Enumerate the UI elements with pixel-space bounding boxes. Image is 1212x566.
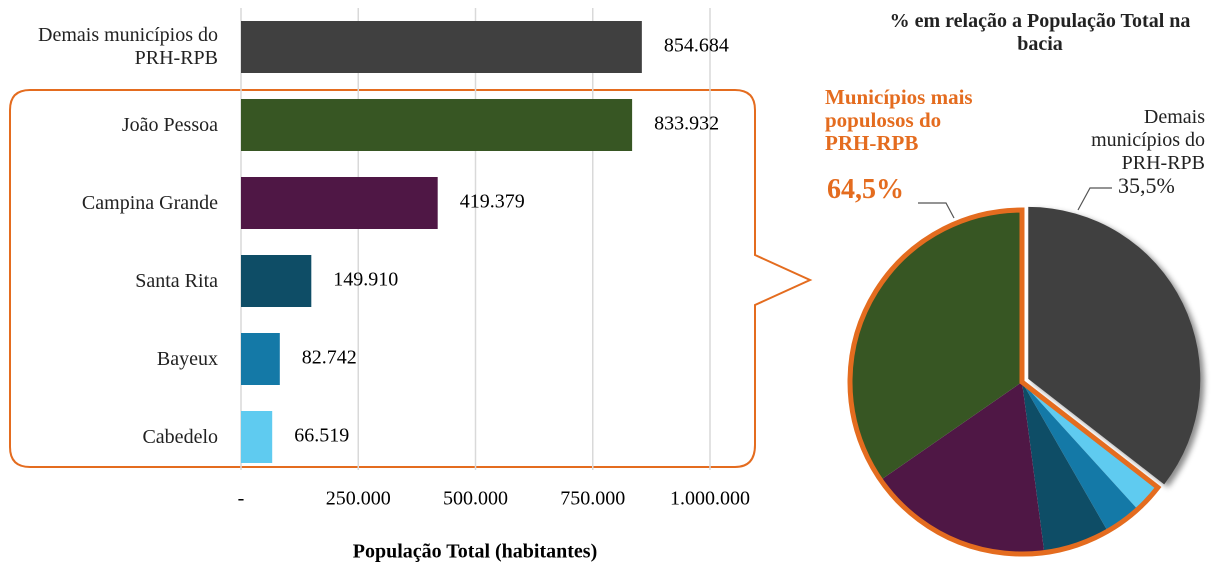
value-label: 149.910 xyxy=(333,269,398,291)
bar xyxy=(241,21,642,73)
bar xyxy=(241,177,438,229)
pie-value-label: 35,5% xyxy=(1118,173,1175,198)
category-label: Demais municípios do PRH-RPB xyxy=(38,24,218,69)
pie-value-label: 64,5% xyxy=(827,174,904,205)
bar xyxy=(241,255,312,307)
pie-label: Demais municípios do PRH-RPB xyxy=(1091,106,1205,174)
x-tick-label: 1.000.000 xyxy=(670,488,750,510)
category-label: Santa Rita xyxy=(135,269,218,292)
bar xyxy=(241,411,273,463)
value-label: 66.519 xyxy=(294,425,349,447)
x-tick-label: 750.000 xyxy=(560,488,625,510)
value-label: 854.684 xyxy=(664,35,729,57)
bracket xyxy=(9,89,813,468)
category-label: João Pessoa xyxy=(121,113,218,136)
value-label: 82.742 xyxy=(302,347,357,369)
pie-label: Municípios mais populosos do PRH-RPB xyxy=(825,85,973,155)
pie-title: % em relação a População Total na bacia xyxy=(889,10,1191,55)
x-tick-label: 500.000 xyxy=(443,488,508,510)
pie-slice xyxy=(1028,206,1201,485)
x-tick-label: 250.000 xyxy=(326,488,391,510)
bar xyxy=(241,333,280,385)
pie-sub-slice xyxy=(1022,382,1138,532)
value-label: 833.932 xyxy=(654,113,719,135)
category-label: Cabedelo xyxy=(142,425,218,448)
pie-sub-slice xyxy=(850,210,1022,480)
pie-sub-slice xyxy=(1022,382,1158,510)
bar xyxy=(241,99,633,151)
value-label: 419.379 xyxy=(460,191,525,213)
category-label: Campina Grande xyxy=(81,191,218,214)
pie-sub-slice xyxy=(1022,382,1108,553)
leader-line xyxy=(1077,187,1112,211)
x-axis-label: População Total (habitantes) xyxy=(353,541,597,563)
category-label: Bayeux xyxy=(156,347,218,370)
leader-line xyxy=(918,202,955,219)
pie-group-outline xyxy=(847,207,1162,557)
pie-sub-slice xyxy=(880,382,1045,554)
x-tick-label: - xyxy=(238,488,245,510)
